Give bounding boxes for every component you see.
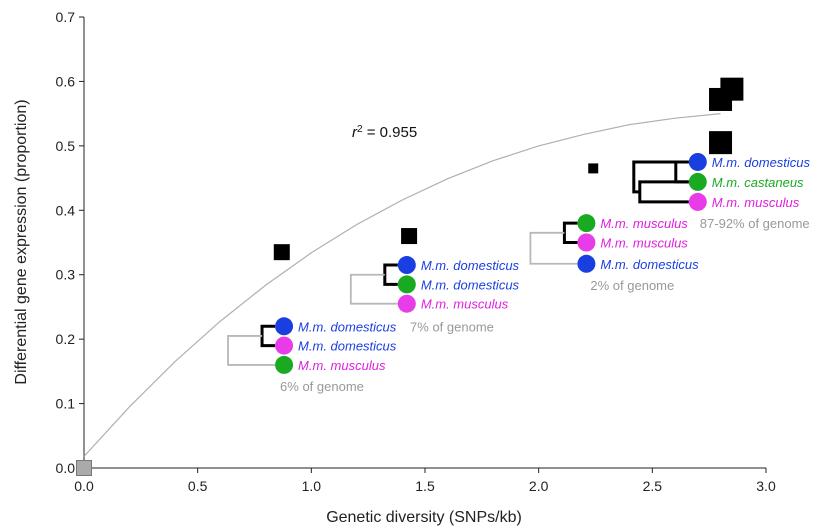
- tree-dot: [275, 336, 294, 355]
- data-point: [273, 244, 290, 261]
- y-tick-label: 0.1: [56, 396, 76, 412]
- data-point: [720, 77, 744, 101]
- x-tick-label: 3.0: [756, 478, 776, 494]
- genome-pct-label: 87-92% of genome: [700, 216, 810, 231]
- tree-dot: [397, 256, 416, 275]
- genome-pct-label: 6% of genome: [280, 379, 364, 394]
- clade-label: M.m. domesticus: [298, 319, 397, 334]
- y-tick-label: 0.2: [56, 331, 76, 347]
- tree-inner-bracket-2: [638, 180, 689, 204]
- genome-pct-label: 2% of genome: [590, 278, 674, 293]
- tree-2: M.m. domesticus M.m. domesticus M.m. muscu…: [349, 256, 520, 313]
- clade-label: M.m. domesticus: [712, 155, 811, 170]
- tree-inner-bracket: [562, 221, 578, 244]
- y-tick-label: 0.0: [56, 460, 76, 476]
- tree-inner-bracket: [383, 263, 398, 286]
- tree-dot: [577, 233, 596, 252]
- tree-1: M.m. domesticus M.m. domesticus M.m. muscu…: [227, 317, 494, 394]
- y-axis-title: Differential gene expression (proportion…: [13, 99, 30, 384]
- x-tick-label: 0.0: [74, 478, 94, 494]
- tree-outer-bracket: [632, 160, 689, 194]
- clade-label: M.m. musculus: [600, 216, 688, 231]
- data-point: [76, 460, 92, 476]
- y-tick-label: 0.3: [56, 267, 76, 283]
- clade-label: M.m. domesticus: [600, 257, 699, 272]
- tree-4: M.m. domesticus M.m. castaneus M.m. muscul…: [632, 152, 811, 231]
- clade-label: M.m. domesticus: [421, 258, 520, 273]
- tree-inner-bracket: [674, 160, 689, 184]
- x-tick-label: 2.0: [529, 478, 549, 494]
- tree-dot: [577, 254, 596, 273]
- r-squared-annotation: r2 = 0.955: [352, 124, 417, 142]
- tree-dot: [688, 152, 707, 171]
- clade-label: M.m. musculus: [712, 195, 800, 210]
- data-points: [76, 77, 744, 476]
- data-point: [401, 228, 418, 245]
- clade-label: M.m. musculus: [600, 236, 688, 251]
- x-tick-label: 1.5: [415, 478, 435, 494]
- y-tick-label: 0.4: [56, 202, 76, 218]
- tree-dot: [688, 172, 707, 191]
- tree-dot: [688, 192, 707, 211]
- tree-dot: [397, 294, 416, 313]
- tree-3: M.m. musculus M.m. musculus M.m. domesticu…: [529, 214, 699, 293]
- tree-outer-bracket: [227, 335, 276, 366]
- clade-label: M.m. musculus: [421, 297, 509, 312]
- x-tick-label: 1.0: [302, 478, 322, 494]
- axes: 0.0 0.5 1.0 1.5 2.0 2.5 3.0 0.0 0.1 0.2 0.3 0.4 0.5 0…: [56, 9, 776, 494]
- tree-inner-bracket: [260, 324, 276, 348]
- y-tick-label: 0.5: [56, 138, 76, 154]
- x-axis-title: Genetic diversity (SNPs/kb): [326, 509, 522, 526]
- x-tick-label: 2.5: [643, 478, 663, 494]
- tree-dot: [275, 317, 294, 336]
- clade-label: M.m. domesticus: [421, 277, 520, 292]
- data-point: [588, 163, 599, 174]
- fit-curve-layer: [83, 113, 721, 457]
- tree-outer-bracket: [349, 273, 398, 305]
- tree-dot: [397, 275, 416, 294]
- clade-label: M.m. castaneus: [712, 175, 804, 190]
- tree-dot: [577, 214, 596, 233]
- genome-pct-label: 7% of genome: [410, 319, 494, 334]
- fit-curve: [83, 113, 721, 457]
- y-tick-label: 0.6: [56, 73, 76, 89]
- tree-dot: [275, 355, 294, 374]
- tree-outer-bracket: [529, 231, 578, 265]
- clade-label: M.m. musculus: [298, 358, 386, 373]
- clade-label: M.m. domesticus: [298, 339, 397, 354]
- y-tick-label: 0.7: [56, 9, 76, 25]
- x-tick-label: 0.5: [188, 478, 208, 494]
- data-point: [709, 131, 733, 155]
